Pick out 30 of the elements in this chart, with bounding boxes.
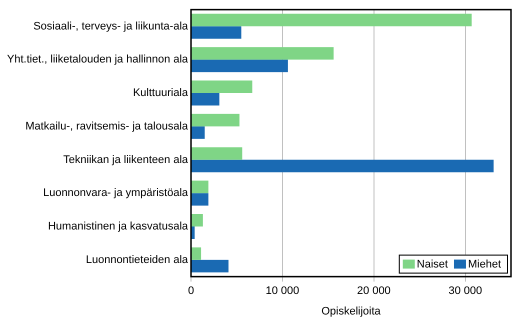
bar — [192, 60, 288, 72]
x-tick-label: 30 000 — [448, 285, 482, 298]
bar — [192, 180, 208, 194]
bar — [192, 26, 242, 39]
bar — [192, 80, 252, 94]
bar — [192, 247, 202, 260]
y-tick-label: Humanistinen ja kasvatusala — [48, 220, 189, 233]
bar — [192, 260, 228, 272]
bar — [192, 193, 208, 206]
bar — [192, 160, 494, 172]
bar — [192, 214, 203, 227]
x-tick-label: 10 000 — [266, 285, 300, 298]
y-tick-label: Luonnonvara- ja ympäristöala — [43, 187, 189, 200]
bar — [192, 147, 242, 160]
bar — [192, 14, 472, 26]
y-tick-label: Sosiaali-, terveys- ja liikunta-ala — [33, 20, 189, 32]
legend-label: Naiset — [416, 258, 448, 271]
bar — [192, 114, 240, 126]
y-tick-label: Luonnontieteiden ala — [86, 254, 189, 266]
y-tick-label: Kulttuuriala — [132, 87, 189, 100]
y-tick-label: Tekniikan ja liikenteen ala — [63, 154, 189, 166]
x-axis-title: Opiskelijoita — [321, 305, 382, 318]
bar — [192, 93, 220, 106]
legend-label: Miehet — [468, 258, 502, 271]
x-tick-label: 20 000 — [357, 285, 391, 298]
y-tick-label: Yht.tiet., liiketalouden ja hallinnon ala — [6, 54, 189, 66]
bar — [192, 126, 205, 139]
bar — [192, 47, 334, 60]
x-tick-label: 0 — [188, 285, 194, 298]
y-tick-label: Matkailu-, ravitsemis- ja talousala — [25, 120, 189, 132]
